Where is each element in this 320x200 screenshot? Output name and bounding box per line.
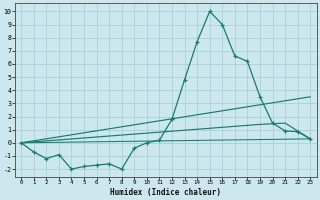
X-axis label: Humidex (Indice chaleur): Humidex (Indice chaleur) [110, 188, 221, 197]
